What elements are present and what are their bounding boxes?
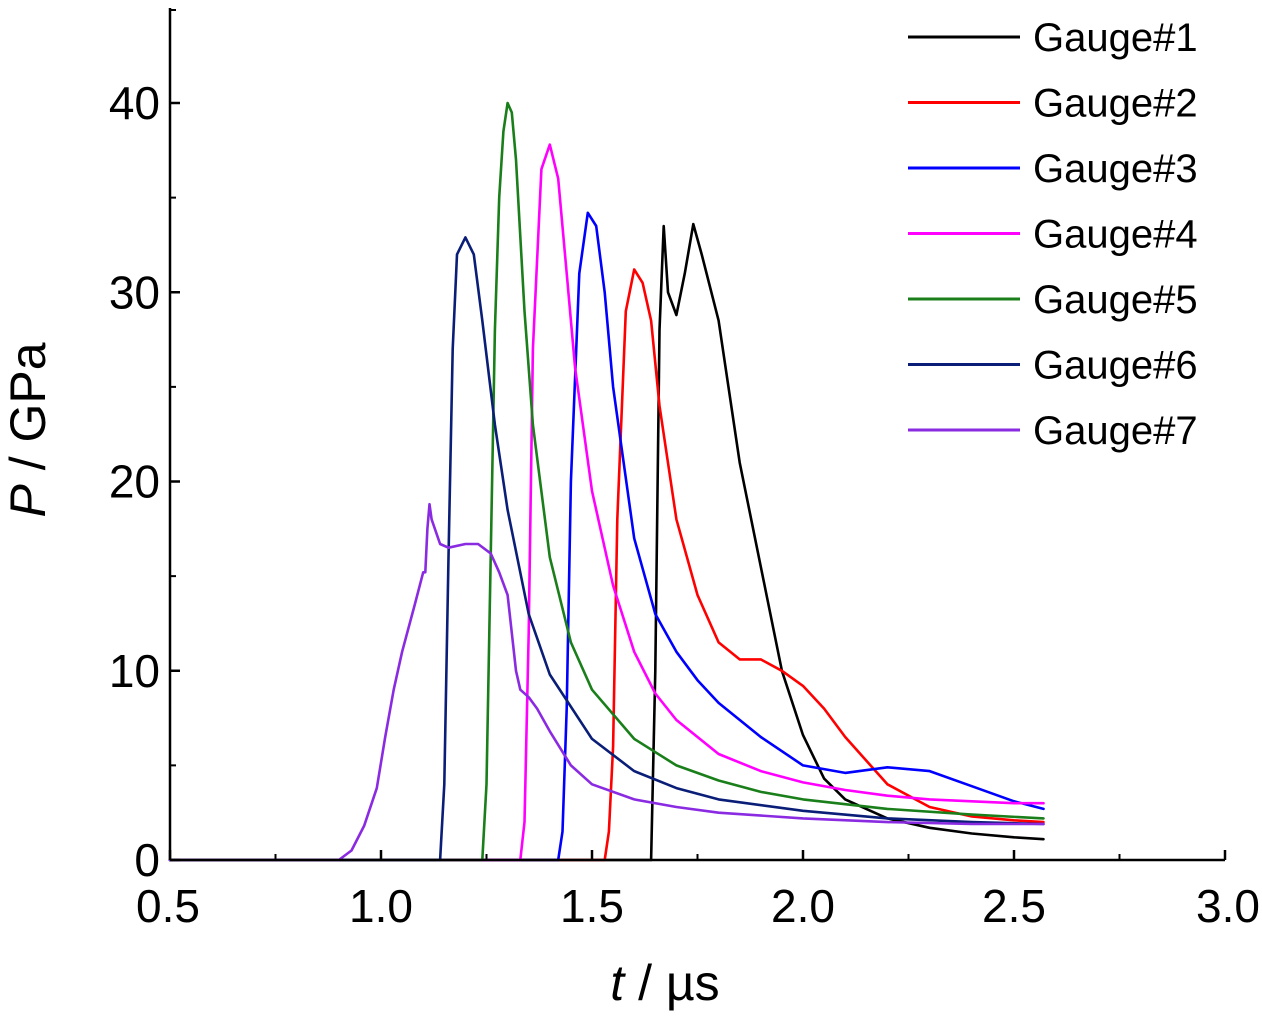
y-tick-label: 20 (109, 456, 160, 508)
legend-label-gauge-6: Gauge#6 (1033, 344, 1198, 388)
x-tick-label: 1.5 (560, 880, 624, 932)
x-tick-label: 1.0 (349, 880, 413, 932)
x-tick-label: 2.0 (771, 880, 835, 932)
legend-label-gauge-7: Gauge#7 (1033, 409, 1198, 453)
ticks-layer: 0.5 1.0 1.5 2.0 2.5 3.0 0 10 20 30 40 (109, 9, 1260, 932)
series-line-gauge-2 (168, 268, 1045, 862)
y-axis-title: P / GPa (0, 342, 56, 517)
legend-label-gauge-3: Gauge#3 (1033, 147, 1198, 191)
y-tick-label: 40 (109, 77, 160, 129)
x-axis-title: t / µs (610, 955, 719, 1011)
legend-label-gauge-1: Gauge#1 (1033, 16, 1198, 60)
x-tick-label: 0.5 (136, 880, 200, 932)
series-layer (168, 101, 1045, 862)
series-line-gauge-4 (168, 143, 1045, 862)
series-line-gauge-7 (168, 502, 1045, 862)
x-tick-label: 3.0 (1196, 880, 1260, 932)
legend-label-gauge-4: Gauge#4 (1033, 213, 1198, 257)
legend: Gauge#1 Gauge#2 Gauge#3 Gauge#4 Gauge#5 Gauge… (908, 16, 1198, 453)
legend-label-gauge-5: Gauge#5 (1033, 278, 1198, 322)
x-tick-label: 2.5 (982, 880, 1046, 932)
series-line-gauge-3 (168, 211, 1045, 862)
series-line-gauge-5 (168, 101, 1045, 862)
series-line-gauge-6 (168, 236, 1045, 862)
y-tick-label: 0 (134, 834, 160, 886)
y-tick-label: 30 (109, 266, 160, 318)
legend-label-gauge-2: Gauge#2 (1033, 82, 1198, 126)
y-tick-label: 10 (109, 645, 160, 697)
